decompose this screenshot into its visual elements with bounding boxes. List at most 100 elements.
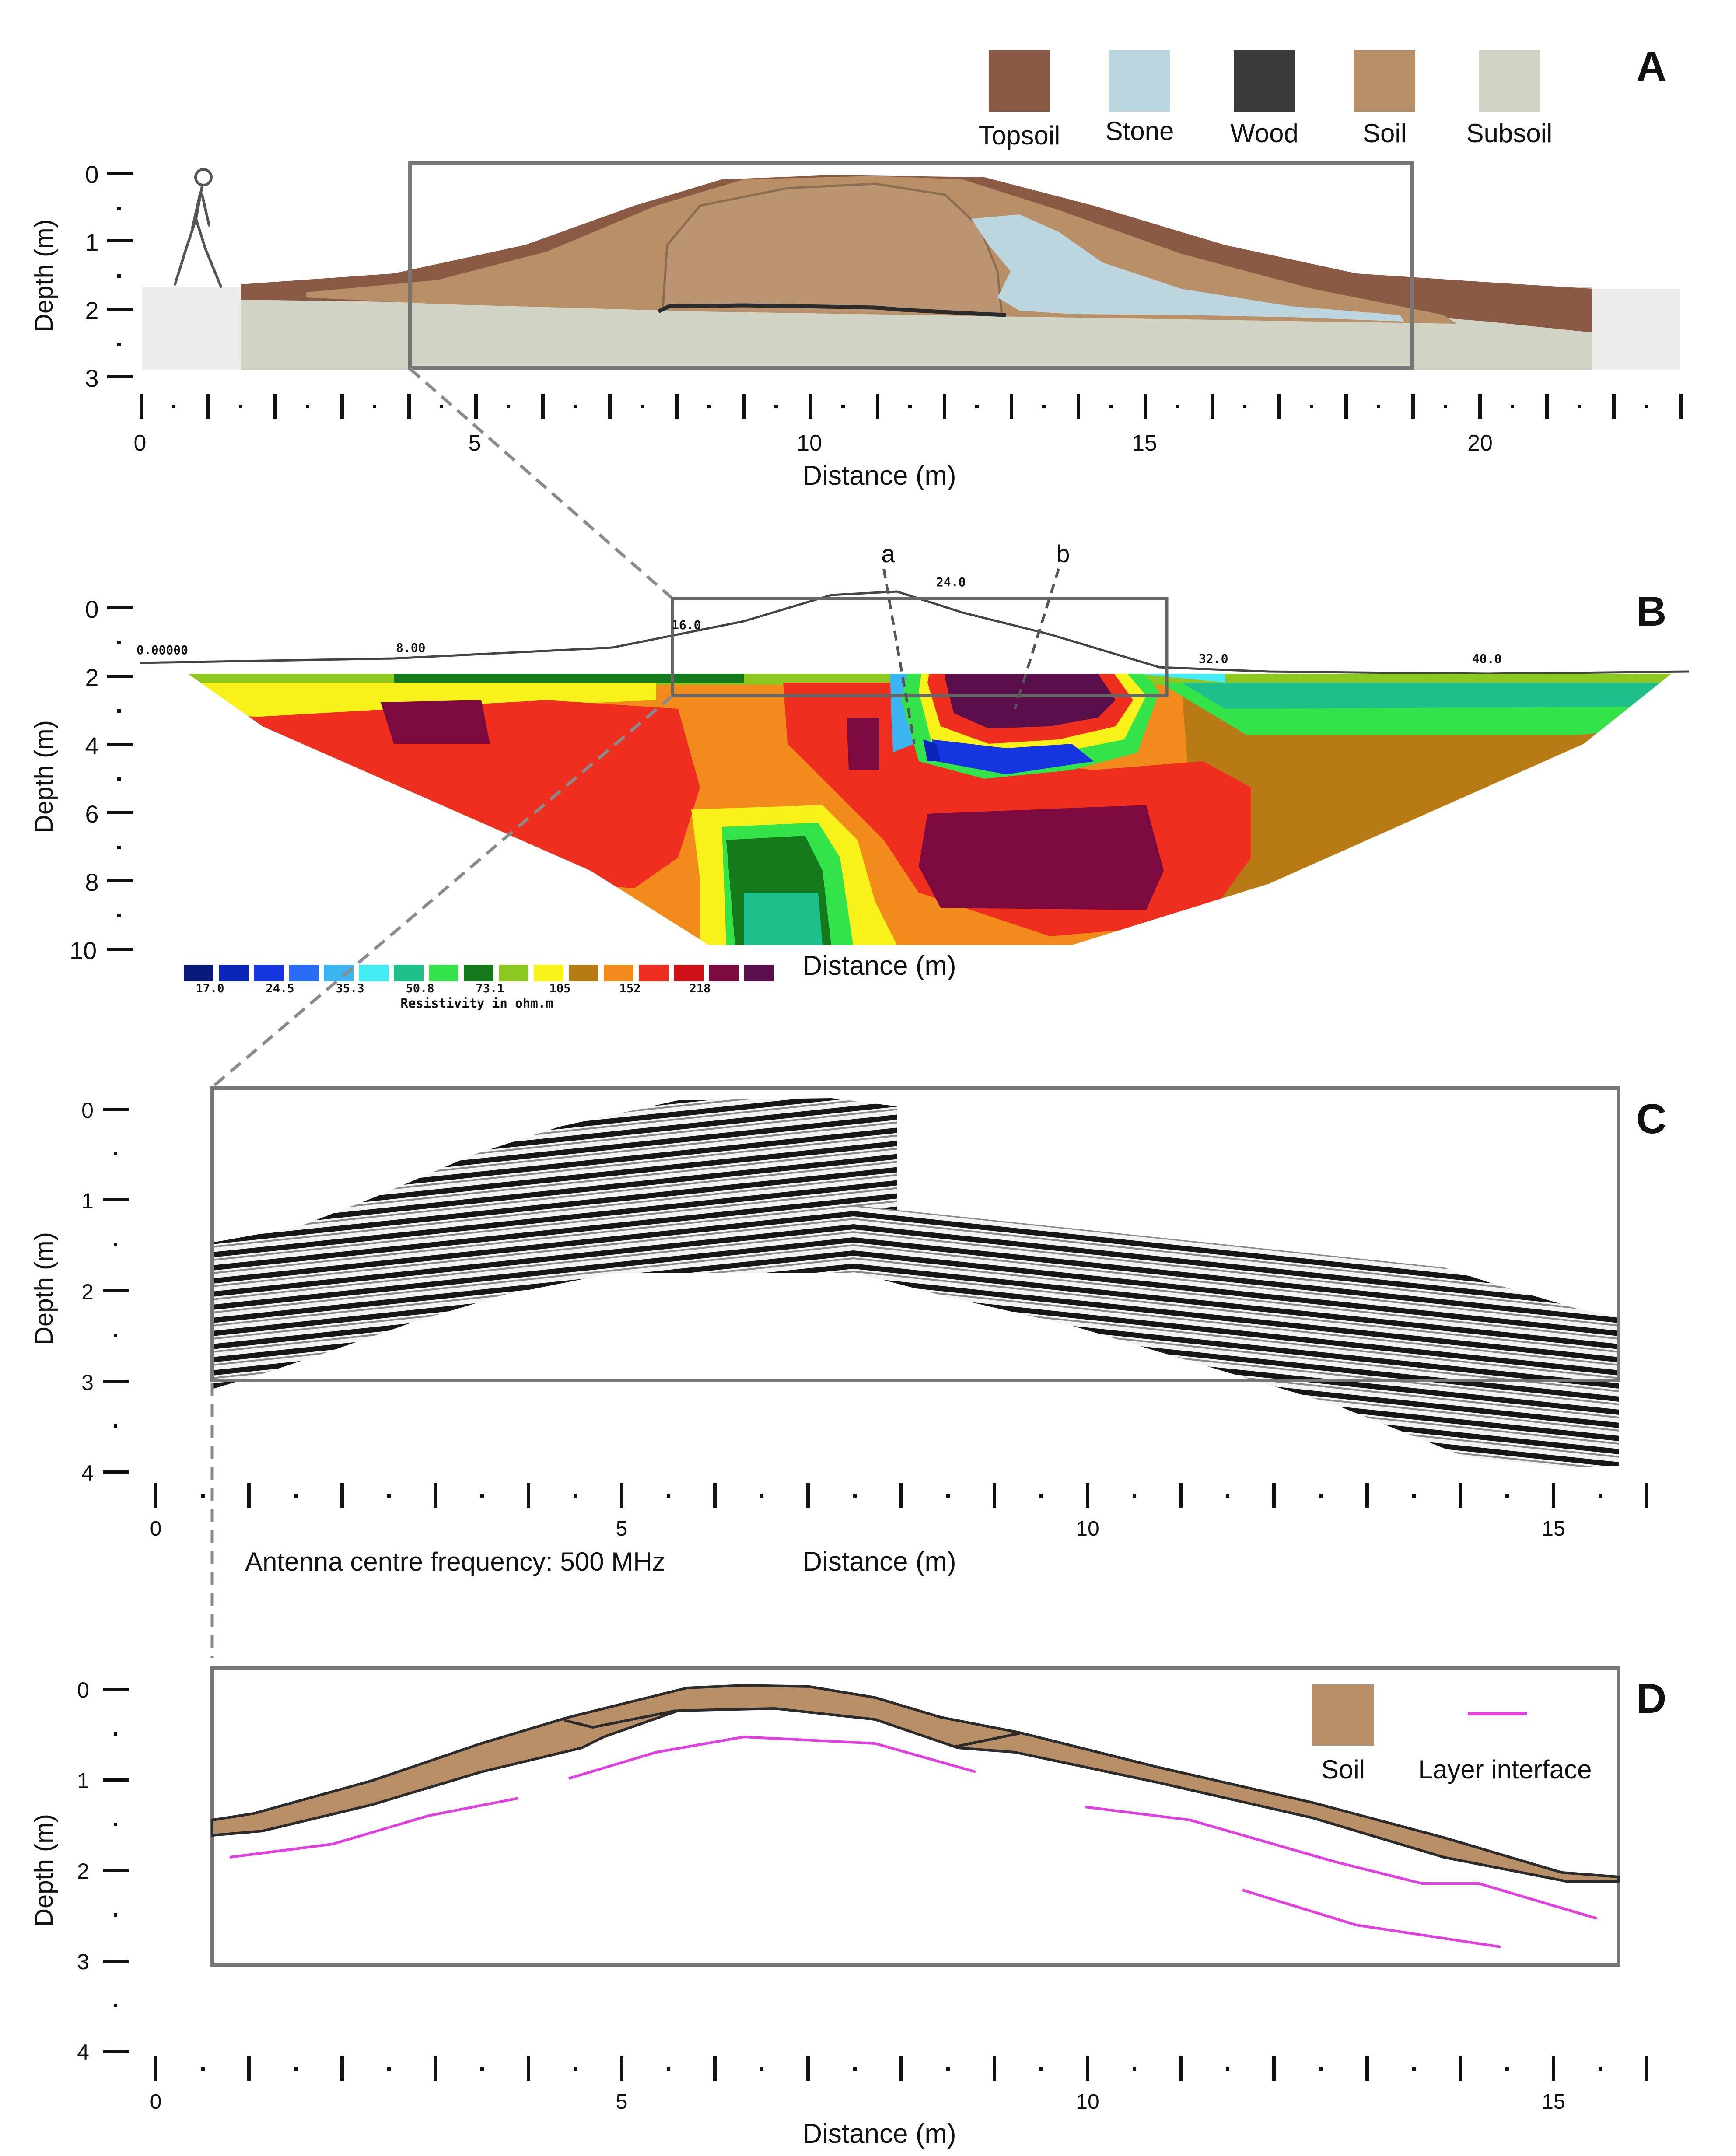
panel-a-x-axis: 0 5 10 15 20 Distance (m) (134, 394, 1683, 491)
ground-left-block (142, 287, 241, 370)
scale-value-label: 152 (620, 982, 641, 995)
panel-c-box (210, 1086, 1620, 1382)
panel-c-x-axis: 0 5 10 15 Antenna centre frequency: 500 … (150, 1483, 1648, 1577)
panel-a-x-tick-label: 20 (1467, 430, 1493, 456)
panel-d-x-ticks (154, 2056, 1648, 2081)
panel-b-y-axis: 0 2 4 6 8 10 Depth (m) (30, 595, 133, 964)
legend-swatch-soil (1354, 50, 1415, 112)
panel-a-letter: A (1636, 43, 1666, 90)
scale-swatch (289, 965, 318, 981)
panel-d-y-tick-label: 1 (77, 1768, 89, 1793)
panel-b-letter: B (1636, 588, 1666, 635)
scale-swatch (219, 965, 248, 981)
scale-swatch (569, 965, 598, 981)
panel-d-x-tick-label: 5 (616, 2090, 628, 2114)
resistivity-scale-title: Resistivity in ohm.m (400, 996, 553, 1011)
marker-b-label: b (1056, 540, 1070, 567)
panel-d-y-axis: 0 1 2 3 4 Depth (m) (30, 1678, 129, 2065)
panel-c-y-axis-label: Depth (m) (30, 1232, 58, 1345)
panel-b-x-axis-label: Distance (m) (802, 951, 956, 981)
legend-label-soil-d: Soil (1321, 1755, 1365, 1784)
connector-b-c (211, 694, 674, 1088)
panel-c: C 0 1 2 3 4 Depth (m) (30, 1086, 1666, 1577)
interface-line (1242, 1889, 1501, 1948)
panel-b-y-tick-label: 8 (85, 868, 98, 896)
panel-b-y-tick-label: 2 (85, 664, 98, 691)
legend-swatch-stone (1109, 50, 1170, 112)
panel-d-x-axis-label: Distance (m) (802, 2119, 956, 2149)
legend-swatch-subsoil (1479, 50, 1540, 112)
panel-a-x-axis-label: Distance (m) (802, 461, 956, 491)
panel-b-y-tick-label: 4 (85, 732, 98, 760)
panel-b-y-tick-label: 10 (70, 937, 97, 964)
panel-c-y-tick-label: 2 (81, 1280, 94, 1304)
scale-value-label: 73.1 (476, 982, 504, 995)
panel-d-y-tick-label: 4 (77, 2040, 89, 2065)
panel-b-top-tick: 40.0 (1472, 651, 1502, 666)
panel-a-x-tick-label: 15 (1132, 430, 1157, 456)
scale-swatch (464, 965, 494, 981)
panel-c-x-tick-label: 5 (616, 1517, 628, 1540)
panel-d-soil-layer (211, 1684, 1620, 1883)
panel-a: A Topsoil Stone Wood Soil Subsoil (30, 43, 1683, 491)
panel-a-y-tick-label: 3 (85, 364, 98, 392)
ground-right-block (1592, 289, 1680, 370)
legend-label-wood: Wood (1230, 119, 1298, 148)
panel-c-y-tick-label: 1 (81, 1189, 94, 1213)
panel-d-x-tick-label: 0 (150, 2090, 162, 2114)
panel-d-y-tick-label: 2 (77, 1859, 89, 1883)
panel-c-letter: C (1636, 1096, 1666, 1142)
scale-value-label: 17.0 (196, 982, 224, 995)
scale-swatch (604, 965, 634, 981)
panel-d-y-axis-label: Depth (m) (30, 1814, 58, 1927)
panel-a-x-tick-label: 0 (134, 430, 147, 456)
panel-a-x-tick-label: 10 (797, 430, 822, 456)
scale-value-label: 105 (550, 982, 571, 995)
panel-c-y-axis: 0 1 2 3 4 Depth (m) (30, 1098, 129, 1485)
panel-a-y-tick-label: 2 (85, 297, 98, 324)
connector-a-b-left (409, 368, 674, 600)
scale-value-label: 50.8 (406, 982, 434, 995)
scale-swatch (394, 965, 424, 981)
legend-swatch-topsoil (989, 50, 1050, 112)
person-scale-icon (174, 168, 222, 288)
marker-b-line (1014, 568, 1060, 709)
scale-swatch (744, 965, 774, 981)
panel-a-zoom-box (408, 161, 1414, 370)
marker-a-line (882, 568, 916, 744)
antenna-frequency-caption: Antenna centre frequency: 500 MHz (245, 1547, 665, 1576)
panel-d-y-tick-label: 0 (77, 1678, 89, 1702)
resistivity-scale-labels: 17.0 24.5 35.3 50.8 73.1 105 152 218 Res… (196, 982, 710, 1011)
panel-c-x-tick-label: 15 (1542, 1517, 1565, 1540)
panel-c-x-tick-label: 10 (1076, 1517, 1099, 1540)
panel-c-x-tick-label: 0 (150, 1517, 162, 1540)
panel-d-x-tick-label: 10 (1076, 2090, 1099, 2114)
scale-swatch (184, 965, 214, 981)
legend-label-soil: Soil (1363, 119, 1407, 148)
legend-swatch-soil-d (1312, 1684, 1374, 1746)
panel-a-y-tick-label: 1 (85, 228, 98, 256)
panel-d-x-axis: 0 5 10 15 Distance (m) (150, 2056, 1648, 2149)
panel-c-y-tick-label: 3 (81, 1370, 94, 1395)
legend-swatch-wood (1234, 50, 1295, 112)
interface-line (568, 1736, 976, 1780)
scale-swatch (254, 965, 284, 981)
panel-a-legend: Topsoil Stone Wood Soil Subsoil (979, 50, 1553, 150)
scale-swatch (639, 965, 668, 981)
panel-a-y-tick-label: 0 (85, 161, 98, 188)
panel-d: D Soil Layer interface 0 1 (30, 1666, 1666, 2149)
panel-b-top-tick: 24.0 (936, 575, 966, 589)
panel-a-x-ticks (140, 394, 1683, 419)
interface-line (1085, 1806, 1597, 1920)
panel-b-y-axis-label: Depth (m) (30, 720, 58, 833)
panel-d-layer-interfaces (229, 1736, 1597, 1948)
scale-value-label: 24.5 (266, 982, 294, 995)
panel-b-top-tick: 32.0 (1199, 651, 1228, 666)
legend-label-subsoil: Subsoil (1466, 119, 1553, 148)
inner-soil-mound (662, 182, 1003, 315)
scale-swatch (534, 965, 564, 981)
panel-c-x-ticks (154, 1483, 1648, 1508)
wood-layer (658, 303, 1007, 317)
scale-swatch (709, 965, 738, 981)
